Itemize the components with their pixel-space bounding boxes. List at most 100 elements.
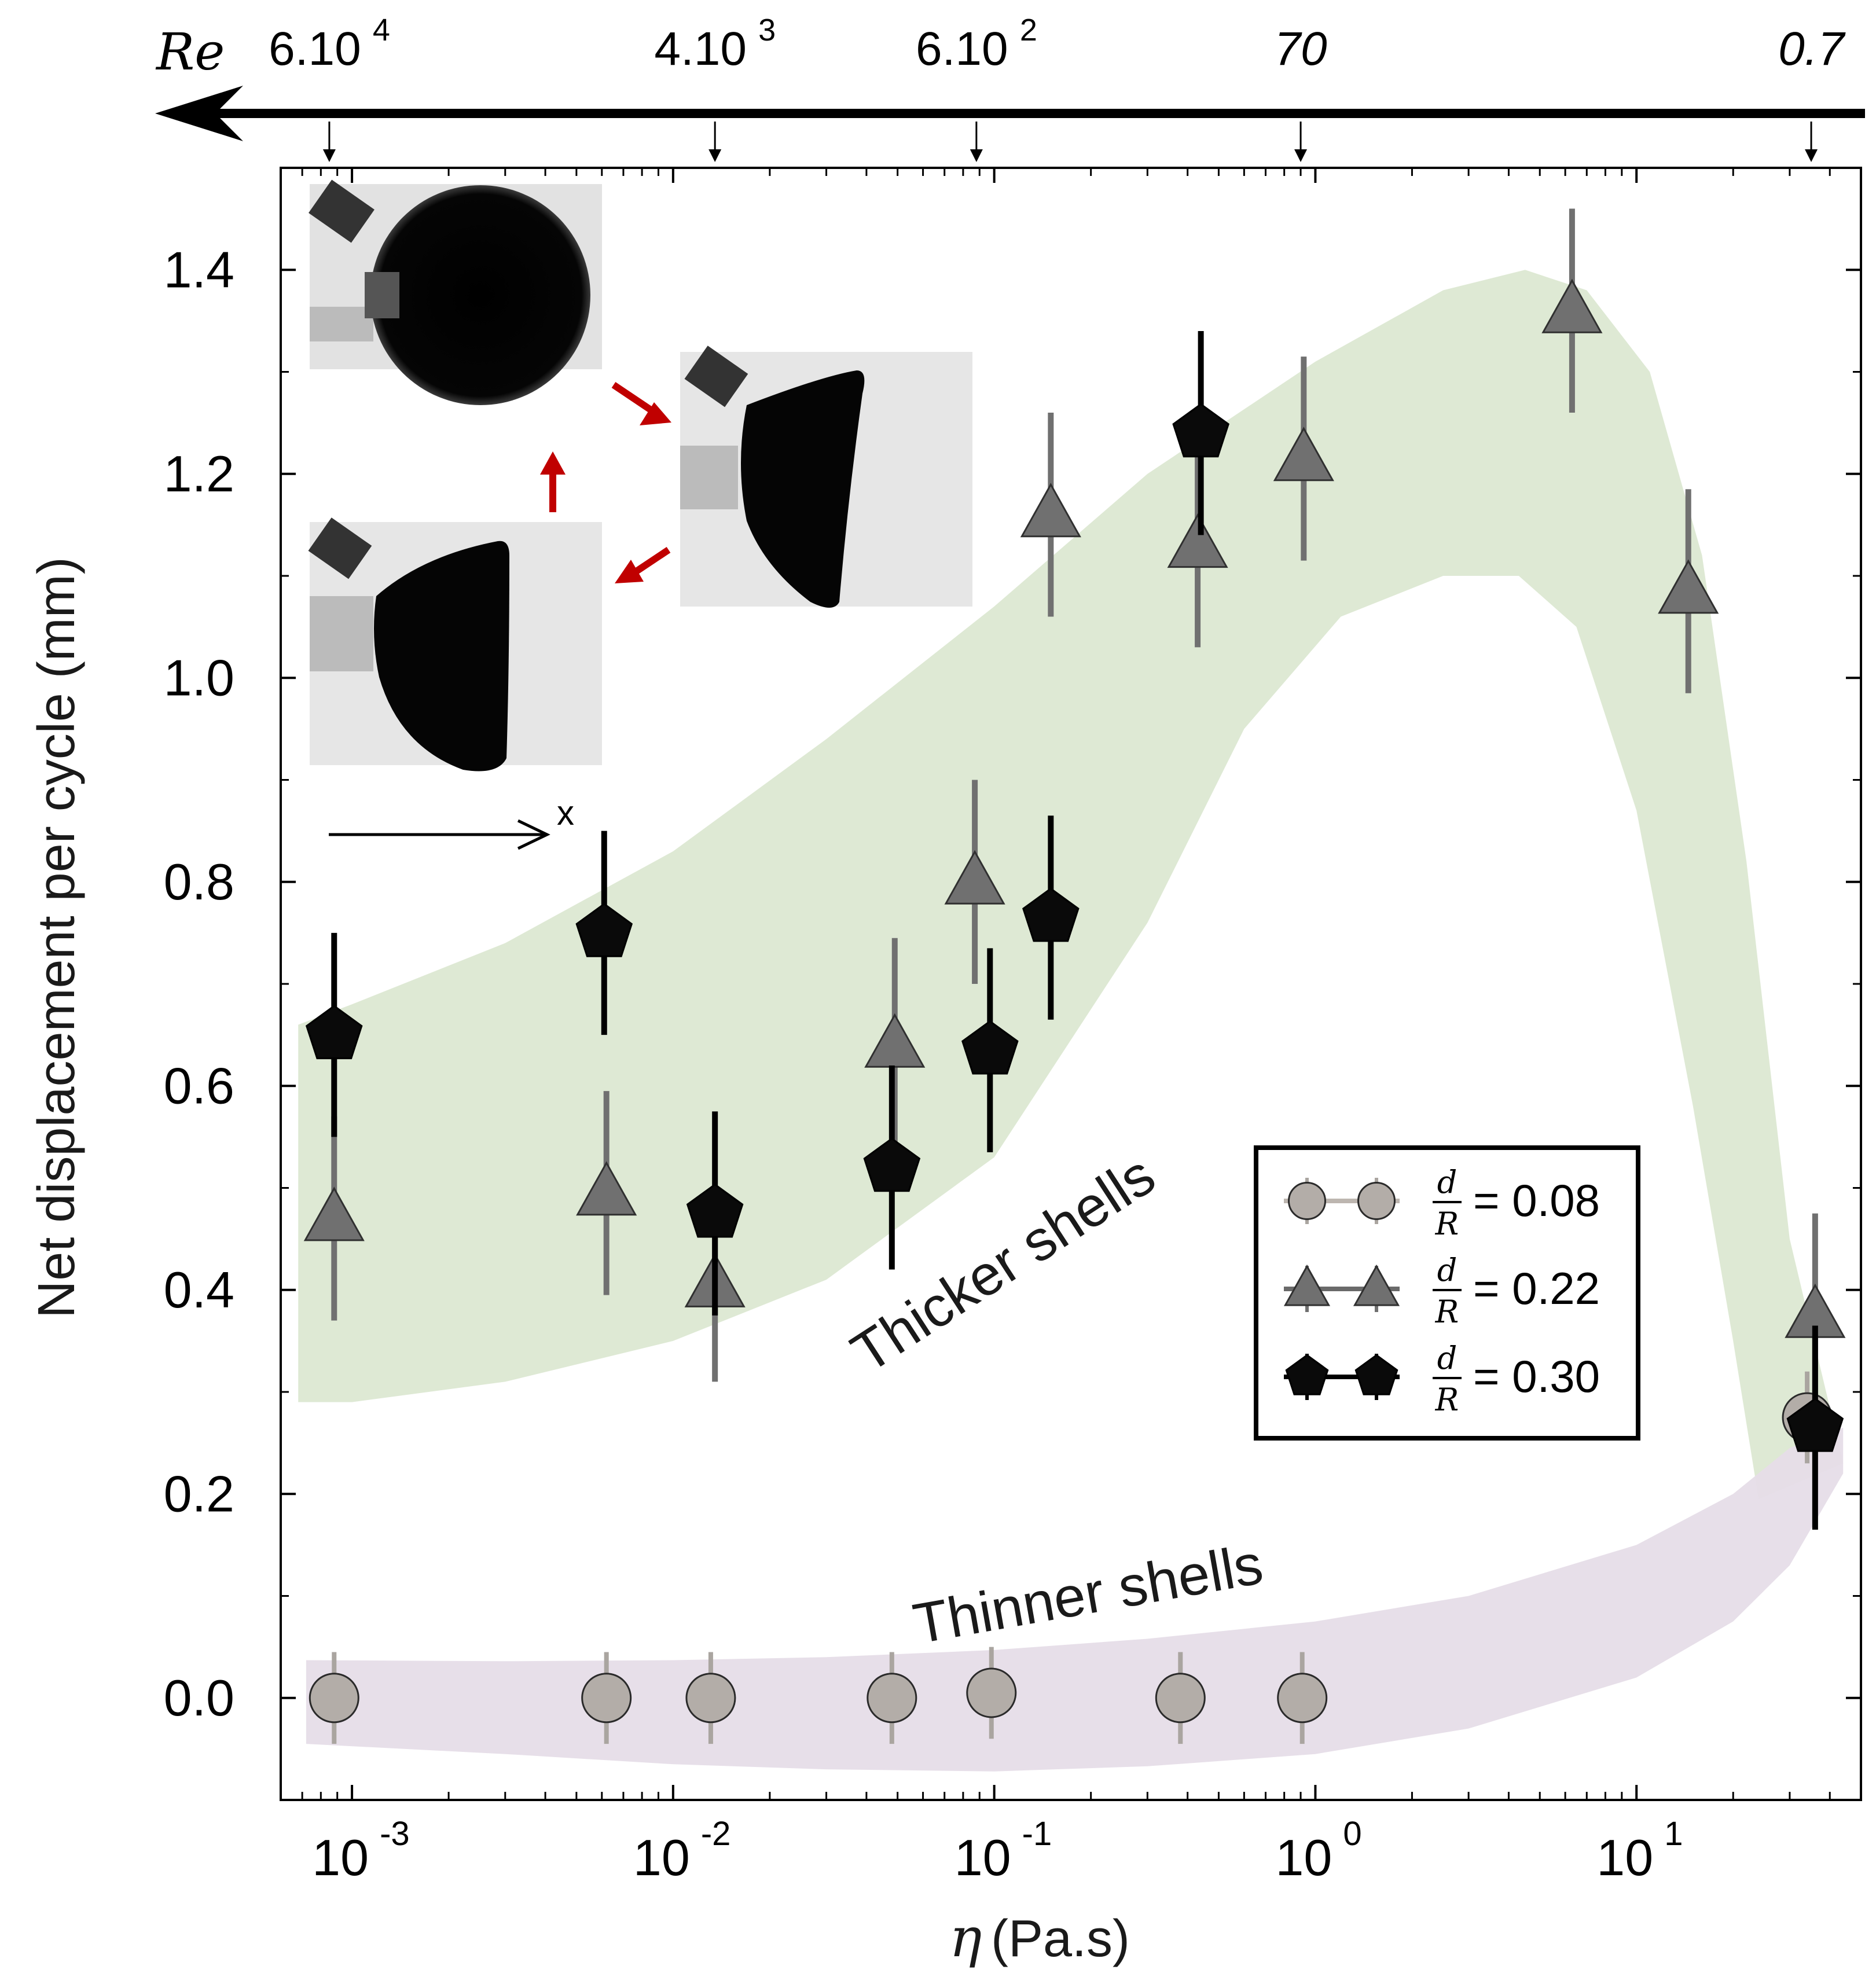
legend-fraction-denominator: R bbox=[1435, 1206, 1459, 1242]
data-point-triangle bbox=[1167, 513, 1228, 568]
re-tick-label: 6.10 bbox=[269, 23, 361, 75]
data-point-circle bbox=[309, 1673, 359, 1724]
x-tick-exponent: 1 bbox=[1664, 1815, 1683, 1853]
data-point-triangle bbox=[1273, 427, 1334, 482]
y-tick-label: 0.4 bbox=[164, 1261, 234, 1318]
legend-entry: dR = 0.08 bbox=[1284, 1164, 1600, 1242]
data-point-pentagon bbox=[1172, 403, 1229, 458]
data-point-pentagon bbox=[575, 903, 633, 957]
thicker-shells-band bbox=[298, 270, 1844, 1500]
inset-photo-deflated-right bbox=[680, 346, 972, 608]
legend-fraction-numerator: d bbox=[1437, 1164, 1458, 1200]
red-arrow-down-left-head bbox=[615, 560, 644, 583]
cycle-arrows bbox=[540, 382, 671, 583]
legend-marker-pentagon bbox=[1285, 1354, 1329, 1395]
legend-entry: dR = 0.30 bbox=[1284, 1340, 1600, 1418]
x-axis-ticks: 10 -3 10 -2 10 -1 10 0 10 1 bbox=[280, 168, 1862, 1886]
legend-value: = 0.22 bbox=[1473, 1263, 1600, 1314]
x-tick-exponent: 0 bbox=[1343, 1815, 1361, 1853]
inset-photo-inflated bbox=[309, 179, 602, 405]
y-tick-label: 0.8 bbox=[164, 853, 234, 910]
data-point-pentagon bbox=[961, 1020, 1019, 1075]
x-tick-exponent: -1 bbox=[1022, 1815, 1052, 1853]
data-point-pentagon bbox=[863, 1137, 921, 1192]
x-tick-label: 10 bbox=[312, 1829, 369, 1886]
data-point-circle bbox=[1277, 1673, 1328, 1724]
legend-fraction-numerator: d bbox=[1437, 1340, 1458, 1376]
re-tick-arrowhead bbox=[708, 149, 722, 162]
re-tick-arrowhead bbox=[970, 149, 983, 162]
re-tick-exponent: 3 bbox=[758, 13, 776, 47]
data-point-triangle bbox=[576, 1161, 637, 1216]
re-tick-arrowhead bbox=[1294, 149, 1308, 162]
data-point-triangle bbox=[944, 850, 1005, 905]
re-arrow-head bbox=[155, 86, 243, 141]
y-tick-label: 0.2 bbox=[164, 1465, 234, 1522]
data-point-circle bbox=[966, 1667, 1017, 1718]
legend-fraction-numerator: d bbox=[1437, 1252, 1458, 1288]
data-point-pentagon bbox=[1786, 1397, 1844, 1452]
y-tick-label: 1.0 bbox=[164, 649, 234, 706]
data-point-circle bbox=[685, 1673, 736, 1724]
re-tick-label: 6.10 bbox=[916, 23, 1008, 75]
data-point-circle bbox=[1155, 1673, 1206, 1724]
data-point-pentagon bbox=[686, 1183, 744, 1238]
legend-marker-triangle bbox=[1353, 1264, 1400, 1306]
x-axis-label: η (Pa.s) bbox=[949, 1906, 1130, 1970]
x-tick-exponent: -2 bbox=[701, 1815, 731, 1853]
x-direction-arrow: x bbox=[329, 793, 574, 850]
y-tick-label: 1.4 bbox=[164, 241, 234, 298]
y-axis-ticks: 0.0 0.2 0.4 0.6 0.8 1.0 1.2 1.4 bbox=[164, 167, 1861, 1801]
x-tick-label: 10 bbox=[1596, 1829, 1653, 1886]
re-ticks: 6.10 4 4.10 3 6.10 2 70 0.7 bbox=[269, 13, 1846, 162]
re-tick-exponent: 4 bbox=[373, 13, 390, 47]
red-arrow-up-head bbox=[540, 451, 566, 475]
y-tick-label: 0.0 bbox=[164, 1669, 234, 1726]
data-point-triangle bbox=[1020, 483, 1081, 538]
re-tick-label: 0.7 bbox=[1778, 23, 1846, 75]
red-arrow-down-left bbox=[632, 547, 671, 576]
inset-images: x bbox=[308, 179, 972, 850]
y-tick-label: 0.6 bbox=[164, 1057, 234, 1114]
data-point-triangle bbox=[303, 1186, 365, 1241]
legend-marker-pentagon bbox=[1354, 1354, 1398, 1395]
bands bbox=[298, 270, 1844, 1772]
re-tick-arrowhead bbox=[322, 149, 336, 162]
legend-value: = 0.30 bbox=[1473, 1351, 1600, 1402]
legend-entry: dR = 0.22 bbox=[1283, 1252, 1600, 1330]
x-tick-label: 10 bbox=[633, 1829, 690, 1886]
inset-photo-deflated-left bbox=[308, 517, 602, 771]
re-tick-label: 70 bbox=[1274, 23, 1327, 75]
reynolds-axis: Re 6.10 4 4.10 3 6.10 2 70 0.7 bbox=[155, 13, 1865, 162]
legend-marker-triangle bbox=[1283, 1264, 1331, 1306]
data-point-pentagon bbox=[305, 1005, 363, 1060]
legend-value: = 0.08 bbox=[1473, 1175, 1600, 1226]
red-arrow-right-head bbox=[640, 402, 671, 425]
data-point-circle bbox=[581, 1673, 632, 1724]
x-tick-exponent: -3 bbox=[380, 1815, 410, 1853]
re-tick-label: 4.10 bbox=[654, 23, 747, 75]
x-tick-label: 10 bbox=[954, 1829, 1011, 1886]
legend-fraction-denominator: R bbox=[1435, 1294, 1459, 1330]
legend-marker-circle bbox=[1288, 1182, 1326, 1220]
series-triangle bbox=[303, 208, 1846, 1418]
data-layer bbox=[303, 208, 1846, 1744]
data-point-circle bbox=[867, 1673, 917, 1724]
re-axis-label: Re bbox=[155, 22, 225, 82]
x-tick-label: 10 bbox=[1275, 1829, 1332, 1886]
data-point-triangle bbox=[1658, 559, 1719, 614]
legend-fraction-denominator: R bbox=[1435, 1382, 1459, 1418]
re-tick-arrowhead bbox=[1805, 149, 1818, 162]
series-pentagon bbox=[305, 331, 1844, 1530]
legend-marker-circle bbox=[1357, 1182, 1396, 1220]
y-tick-label: 1.2 bbox=[164, 445, 234, 502]
re-tick-exponent: 2 bbox=[1020, 13, 1037, 47]
x-axis-label-symbol: η bbox=[949, 1906, 982, 1970]
x-axis-label-units: (Pa.s) bbox=[991, 1910, 1130, 1968]
data-point-pentagon bbox=[1022, 887, 1080, 942]
data-point-triangle bbox=[1541, 278, 1603, 333]
x-direction-label: x bbox=[557, 793, 574, 832]
red-arrow-right bbox=[611, 382, 656, 415]
